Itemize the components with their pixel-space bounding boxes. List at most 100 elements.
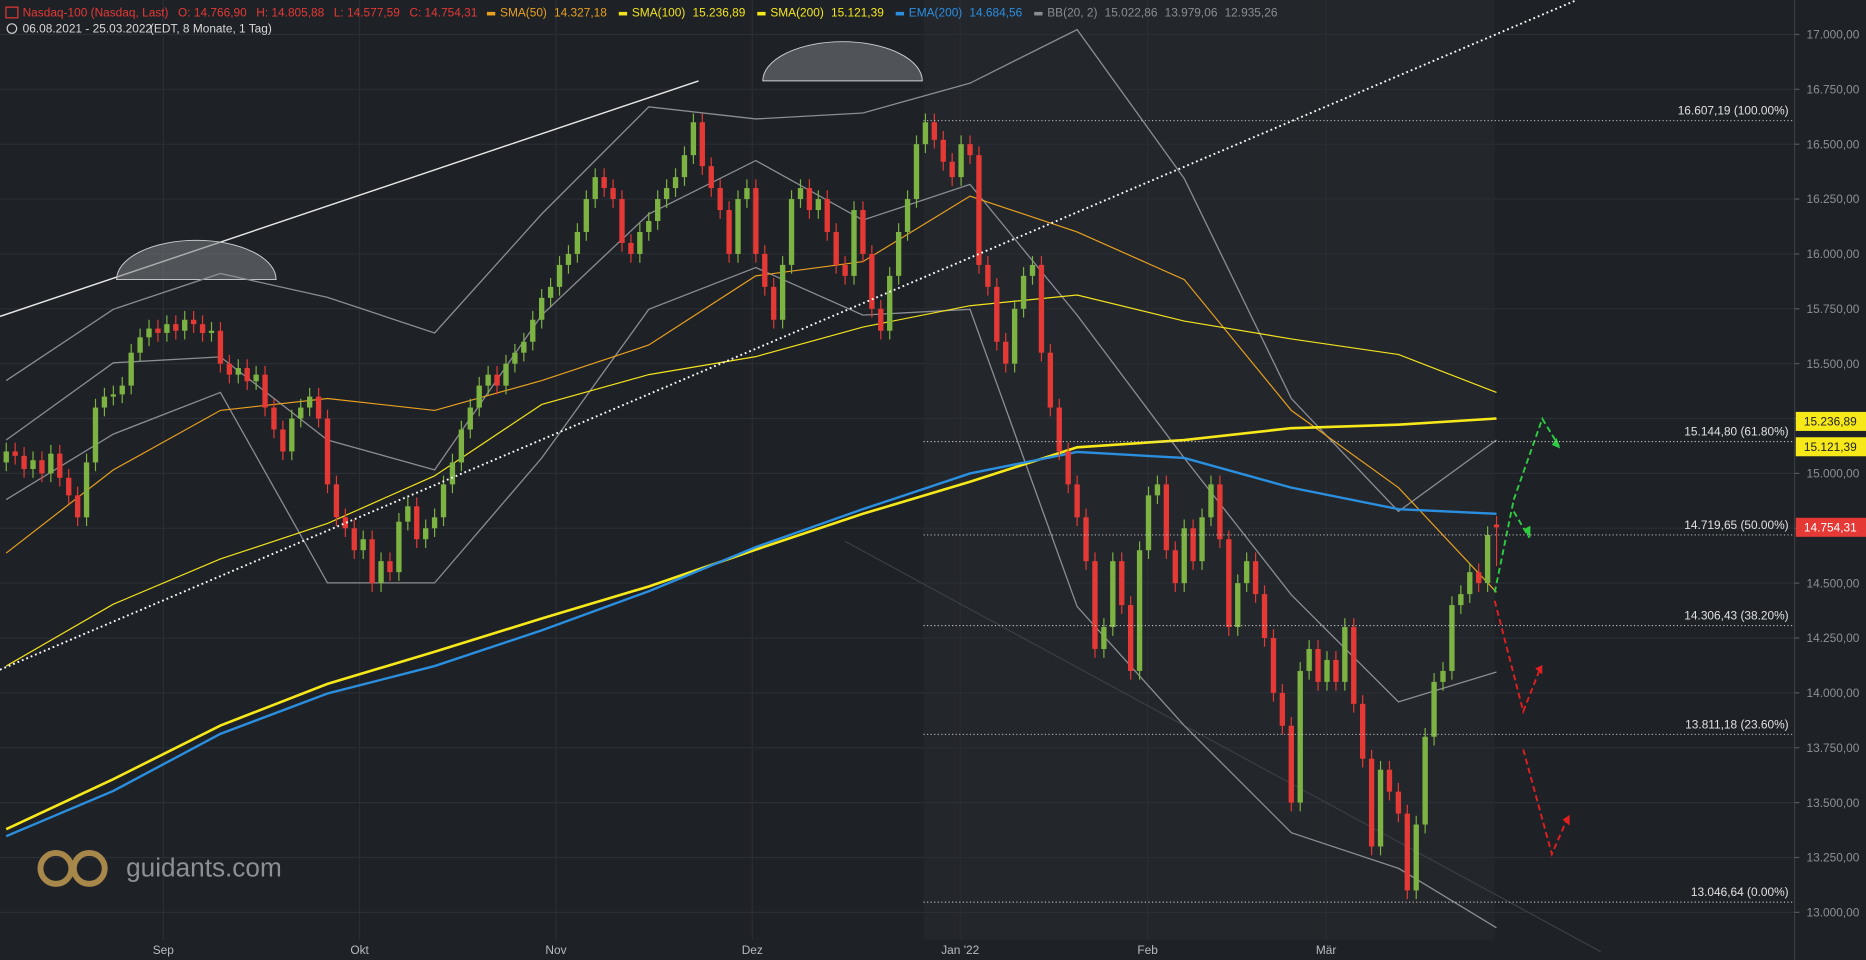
ohlc-value: L: 14.577,59 <box>334 6 400 20</box>
candle-body <box>565 253 572 265</box>
candle-body <box>1181 528 1187 584</box>
legend-value: 15.022,86 <box>1105 6 1158 20</box>
candle-body <box>851 210 857 276</box>
legend-name: BB(20, 2) <box>1047 6 1097 20</box>
candle-body <box>503 363 509 386</box>
candle-body <box>333 484 340 518</box>
candle-body <box>1493 524 1500 528</box>
candle-body <box>1226 539 1232 628</box>
candle-body <box>262 374 268 408</box>
candle-body <box>1306 648 1312 671</box>
candle-body <box>1476 572 1482 584</box>
y-tick-label: 15.000,00 <box>1806 467 1859 481</box>
fib-label: 15.144,80 (61.80%) <box>1684 425 1788 439</box>
candle-body <box>1074 484 1080 518</box>
scenario-arrow-down <box>1493 600 1543 715</box>
range-note: (EDT, 8 Monate, 1 Tag) <box>150 22 272 36</box>
candle-body <box>74 495 81 518</box>
candle-body <box>217 330 224 364</box>
candle-body <box>1467 572 1473 595</box>
legend-value: 14.327,18 <box>554 6 607 20</box>
candle-body <box>119 385 125 395</box>
candle-body <box>271 407 277 430</box>
symbol-icon <box>5 6 19 19</box>
scenario-arrow-down <box>1522 749 1570 857</box>
candle-body <box>539 297 545 320</box>
legend-swatch <box>757 11 766 16</box>
candle-body <box>1270 638 1277 693</box>
header: 06.08.2021 - 25.03.2022 (EDT, 8 Monate, … <box>5 6 1278 36</box>
legend-value: 15.121,39 <box>831 6 884 20</box>
candle-body <box>842 264 848 276</box>
candle-body <box>583 199 589 232</box>
candle-body <box>637 231 643 254</box>
x-tick-label: Sep <box>153 943 175 957</box>
candle-body <box>414 506 420 540</box>
arc-marker <box>762 41 923 82</box>
candle-body <box>1422 736 1428 825</box>
candle-body <box>1083 517 1089 562</box>
fib-label: 13.046,64 (0.00%) <box>1691 885 1789 899</box>
candle-body <box>646 221 652 232</box>
candle-body <box>378 561 384 584</box>
candle-body <box>1235 583 1241 628</box>
candle-body <box>1360 703 1366 759</box>
candle-body <box>369 539 375 584</box>
price-tag <box>1795 517 1866 537</box>
x-tick-label: Nov <box>545 943 566 957</box>
legend-swatch <box>618 11 628 16</box>
legend-swatch <box>895 11 905 16</box>
candle-body <box>57 453 63 478</box>
candle-body <box>887 275 893 331</box>
y-tick-label: 15.500,00 <box>1806 357 1859 371</box>
legend-swatch <box>1034 11 1043 16</box>
candle-body <box>619 199 625 243</box>
candles <box>3 113 1500 900</box>
y-tick-label: 17.000,00 <box>1806 28 1859 42</box>
candle-body <box>610 188 616 200</box>
candle-body <box>137 337 143 353</box>
candle-body <box>601 177 607 189</box>
candle-body <box>994 286 1000 342</box>
arrow-head <box>1523 437 1561 538</box>
candle-body <box>512 352 518 364</box>
candle-body <box>690 122 697 156</box>
legend-name: EMA(200) <box>909 6 963 20</box>
candle-body <box>1056 407 1062 452</box>
legend-swatch <box>486 11 496 16</box>
candle-body <box>476 385 482 408</box>
candle-body <box>1101 627 1107 649</box>
symbol-name: Nasdaq-100 (Nasdaq, Last) <box>23 6 169 20</box>
candle-body <box>699 122 705 167</box>
candle-body <box>797 188 804 200</box>
y-tick-label: 13.750,00 <box>1806 741 1859 755</box>
y-tick-label: 16.250,00 <box>1806 192 1859 206</box>
candle-body <box>878 308 884 331</box>
candle-body <box>1145 495 1152 551</box>
candle-body <box>1199 517 1205 562</box>
candle-body <box>324 418 331 485</box>
candle-body <box>431 517 438 529</box>
candle-body <box>83 462 90 518</box>
candle-body <box>48 453 54 474</box>
candle-body <box>1449 605 1455 671</box>
legend-name: SMA(200) <box>770 6 824 20</box>
moving-average <box>5 450 1497 838</box>
candle-body <box>235 368 241 375</box>
candle-body <box>146 328 152 338</box>
candle-body <box>1395 791 1402 814</box>
candle-body <box>860 210 866 254</box>
candle-body <box>806 188 813 211</box>
y-tick-label: 14.250,00 <box>1806 631 1859 645</box>
candle-body <box>895 231 902 276</box>
candle-body <box>405 506 411 522</box>
candle-body <box>173 324 179 331</box>
fib-levels: 16.607,19 (100.00%) 15.144,80 (61.80%) 14.… <box>923 104 1795 903</box>
candle-body <box>315 396 322 419</box>
candle-body <box>66 477 72 496</box>
candle-body <box>164 324 170 333</box>
candle-body <box>485 374 491 386</box>
candle-body <box>556 264 563 287</box>
candle-body <box>672 177 679 189</box>
